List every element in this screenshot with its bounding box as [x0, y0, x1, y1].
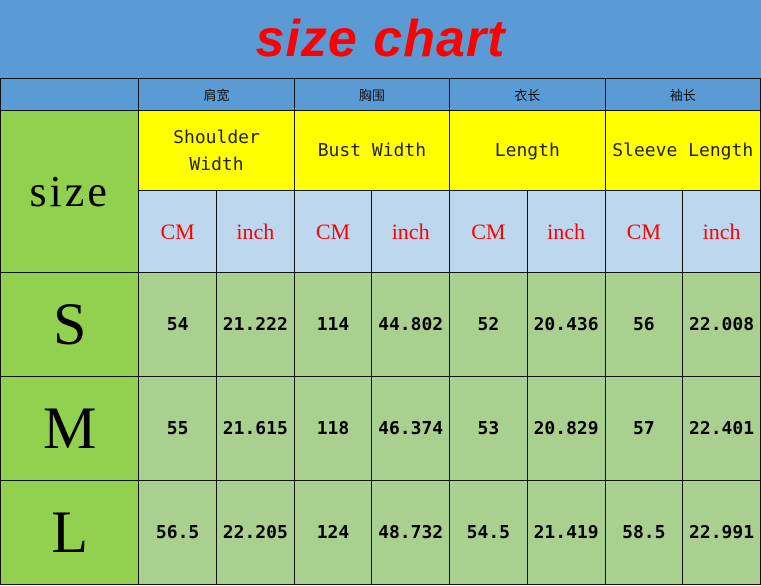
table-row: S 54 21.222 114 44.802 52 20.436 56 22.008	[0, 272, 761, 377]
cn-header-sleeve: 袖长	[604, 78, 761, 111]
unit-cm: CM	[449, 190, 528, 273]
table-row: M 55 21.615 118 46.374 53 20.829 57 22.401	[0, 376, 761, 481]
value-cell: 52	[449, 272, 528, 377]
value-cell: 114	[293, 272, 373, 377]
unit-inch: inch	[215, 190, 295, 273]
title-banner: size chart	[0, 0, 761, 78]
cn-header-bust: 胸围	[293, 78, 451, 111]
en-header-bust: Bust Width	[293, 110, 451, 191]
chart-title: size chart	[255, 10, 506, 68]
unit-inch: inch	[682, 190, 761, 273]
size-table: 肩宽 胸围 衣长 袖长 size Shoulder Width Bust Wid…	[0, 78, 761, 585]
en-header-shoulder: Shoulder Width	[138, 110, 295, 191]
value-cell: 56	[604, 272, 684, 377]
value-cell: 58.5	[604, 480, 684, 585]
english-header-row: size Shoulder Width Bust Width Length Sl…	[0, 110, 761, 273]
value-cell: 21.615	[215, 376, 295, 481]
table-row: L 56.5 22.205 124 48.732 54.5 21.419 58.5 22.991	[0, 480, 761, 585]
unit-cm: CM	[138, 190, 217, 273]
value-cell: 54.5	[449, 480, 528, 585]
value-cell: 22.008	[682, 272, 761, 377]
unit-inch: inch	[371, 190, 451, 273]
value-cell: 22.401	[682, 376, 761, 481]
value-cell: 46.374	[371, 376, 451, 481]
value-cell: 22.991	[682, 480, 761, 585]
value-cell: 124	[293, 480, 373, 585]
size-cell: L	[0, 480, 140, 585]
en-header-sleeve: Sleeve Length	[604, 110, 761, 191]
unit-inch: inch	[526, 190, 606, 273]
value-cell: 44.802	[371, 272, 451, 377]
size-header: size	[0, 110, 140, 273]
value-cell: 53	[449, 376, 528, 481]
value-cell: 20.829	[526, 376, 606, 481]
value-cell: 20.436	[526, 272, 606, 377]
shoulder-width-label: Shoulder Width	[173, 126, 260, 175]
en-header-length: Length	[449, 110, 606, 191]
cn-header-length: 衣长	[449, 78, 606, 111]
value-cell: 21.222	[215, 272, 295, 377]
chinese-header-row: 肩宽 胸围 衣长 袖长	[0, 78, 761, 111]
size-cell: S	[0, 272, 140, 377]
value-cell: 118	[293, 376, 373, 481]
size-cell: M	[0, 376, 140, 481]
unit-cm: CM	[604, 190, 684, 273]
unit-cm: CM	[293, 190, 373, 273]
value-cell: 21.419	[526, 480, 606, 585]
value-cell: 57	[604, 376, 684, 481]
blank-cell	[0, 78, 140, 111]
value-cell: 22.205	[215, 480, 295, 585]
value-cell: 56.5	[138, 480, 217, 585]
cn-header-shoulder: 肩宽	[138, 78, 295, 111]
value-cell: 48.732	[371, 480, 451, 585]
value-cell: 55	[138, 376, 217, 481]
value-cell: 54	[138, 272, 217, 377]
unit-row: CM inch CM inch CM inch CM inch	[1, 190, 761, 273]
